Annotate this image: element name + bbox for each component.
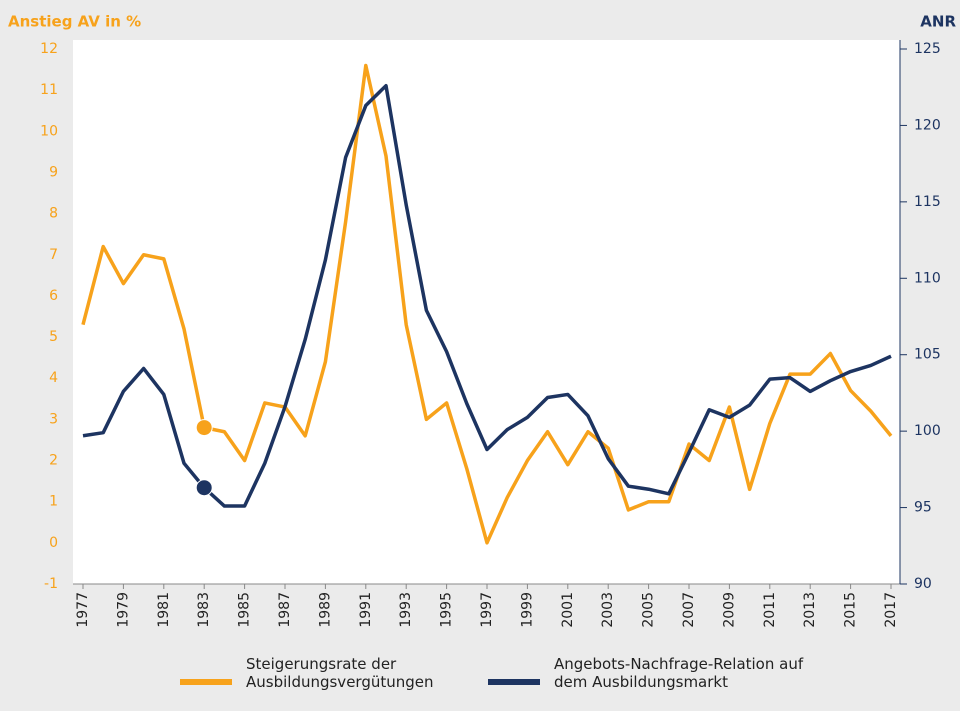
y-tick-label: 5 (49, 329, 58, 345)
y-tick-label: 3 (49, 411, 58, 427)
y-tick-label: 11 (40, 82, 58, 98)
y2-tick-label: 120 (914, 117, 941, 133)
legend-item: Angebots-Nachfrage-Relation auf dem Ausb… (488, 655, 824, 691)
x-tick-label: 2015 (843, 592, 859, 628)
x-tick-label: 2007 (681, 592, 697, 628)
y2-tick-label: 90 (914, 576, 932, 592)
y-tick-label: 0 (49, 535, 58, 551)
y-tick-label: -1 (44, 576, 58, 592)
y2-tick-label: 100 (914, 423, 941, 439)
legend-label: Angebots-Nachfrage-Relation auf dem Ausb… (554, 655, 804, 691)
legend-item: Steigerungsrate der Ausbildungsvergütung… (180, 655, 446, 691)
y2-tick-label: 110 (914, 270, 941, 286)
y-axis-title: Anstieg AV in % (8, 13, 141, 31)
y-tick-label: 9 (49, 164, 58, 180)
y-tick-label: 7 (49, 247, 58, 263)
legend-swatch (488, 679, 540, 685)
x-tick-label: 1997 (479, 592, 495, 628)
plot-area (73, 40, 900, 584)
x-tick-label: 1989 (317, 592, 333, 628)
x-tick-label: 2011 (762, 592, 778, 628)
y-tick-label: 1 (49, 494, 58, 510)
y-tick-label: 12 (40, 41, 58, 57)
x-tick-label: 2003 (600, 592, 616, 628)
y-tick-label: 10 (40, 123, 58, 139)
x-tick-label: 1981 (156, 592, 172, 628)
x-tick-label: 2005 (641, 592, 657, 628)
legend-swatch (180, 679, 232, 685)
y2-tick-label: 95 (914, 500, 932, 516)
y2-tick-label: 115 (914, 194, 941, 210)
x-tick-label: 1985 (237, 592, 253, 628)
series-line (81, 63, 893, 545)
x-tick-label: 1979 (115, 592, 131, 628)
x-tick-label: 1999 (519, 592, 535, 628)
x-tick-label: 1993 (398, 592, 414, 628)
x-tick-label: 1977 (75, 592, 91, 628)
x-tick-label: 1991 (358, 592, 374, 628)
highlight-marker (195, 479, 213, 497)
x-tick-label: 1983 (196, 592, 212, 628)
x-tick-label: 1987 (277, 592, 293, 628)
x-tick-label: 2013 (802, 592, 818, 628)
series-line (82, 83, 892, 508)
legend-label: Steigerungsrate der Ausbildungsvergütung… (246, 655, 434, 691)
y-tick-label: 4 (49, 370, 58, 386)
x-tick-label: 2009 (721, 592, 737, 628)
y-tick-label: 8 (49, 206, 58, 222)
highlight-marker (195, 419, 213, 437)
y2-tick-label: 125 (914, 41, 941, 57)
y2-axis-title: ANR (920, 13, 956, 31)
y-tick-label: 6 (49, 288, 58, 304)
y-tick-label: 2 (49, 453, 58, 469)
y2-tick-label: 105 (914, 347, 941, 363)
x-tick-label: 2001 (560, 592, 576, 628)
x-tick-label: 2017 (883, 592, 899, 628)
x-tick-label: 1995 (439, 592, 455, 628)
